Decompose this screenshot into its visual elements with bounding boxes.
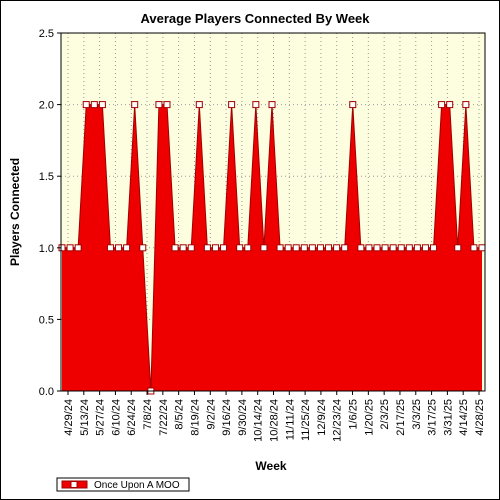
y-axis: 0.0 0.5 1.0 1.5 2.0 2.5 <box>39 28 61 398</box>
x-tick-label: 8/5/24 <box>174 399 186 430</box>
data-point <box>171 244 179 252</box>
data-point <box>413 244 421 252</box>
data-point <box>284 244 292 252</box>
x-axis-title: Week <box>255 459 286 473</box>
x-tick-label: 10/28/24 <box>269 399 281 442</box>
data-point <box>325 244 333 252</box>
data-point <box>292 244 300 252</box>
data-point <box>381 244 389 252</box>
data-point <box>446 101 454 109</box>
data-point <box>74 244 82 252</box>
data-point <box>260 244 268 252</box>
data-point <box>98 101 106 109</box>
data-point <box>187 244 195 252</box>
data-point <box>389 244 397 252</box>
legend: Once Upon A MOO <box>56 477 190 492</box>
data-point <box>373 244 381 252</box>
x-axis: 4/29/24 5/13/24 5/27/24 6/10/24 6/24/24 7/8/2… <box>63 391 486 442</box>
data-point <box>131 101 139 109</box>
data-point <box>82 101 90 109</box>
x-tick-label: 11/25/24 <box>300 399 312 441</box>
data-point <box>90 101 98 109</box>
x-tick-label: 4/28/25 <box>474 399 486 436</box>
series-area <box>62 104 482 391</box>
data-point <box>268 101 276 109</box>
data-point <box>155 101 163 109</box>
x-tick-label: 5/13/24 <box>79 399 91 436</box>
data-point <box>115 244 123 252</box>
data-point <box>454 244 462 252</box>
data-point <box>397 244 405 252</box>
x-tick-label: 5/27/24 <box>95 399 107 436</box>
x-tick-label: 9/30/24 <box>237 399 249 436</box>
data-point <box>333 244 341 252</box>
data-point <box>405 244 413 252</box>
x-tick-label: 12/23/24 <box>332 399 344 442</box>
y-tick-label: 2.5 <box>39 28 54 40</box>
data-point <box>300 244 308 252</box>
data-point <box>421 244 429 252</box>
series-once-upon-a-moo <box>58 101 486 395</box>
y-tick-label: 1.0 <box>39 243 54 255</box>
x-tick-label: 9/16/24 <box>221 399 233 436</box>
legend-label: Once Upon A MOO <box>94 480 180 491</box>
x-tick-label: 3/3/25 <box>411 399 423 430</box>
x-tick-label: 2/17/25 <box>395 399 407 436</box>
data-point <box>211 244 219 252</box>
data-point <box>365 244 373 252</box>
x-tick-label: 3/31/25 <box>442 399 454 436</box>
data-point <box>438 101 446 109</box>
data-point <box>228 101 236 109</box>
x-tick-label: 1/6/25 <box>348 399 360 430</box>
x-tick-label: 4/29/24 <box>63 399 75 436</box>
data-point <box>316 244 324 252</box>
x-tick-label: 1/20/25 <box>363 399 375 436</box>
data-point <box>430 244 438 252</box>
x-tick-label: 10/14/24 <box>253 399 265 442</box>
x-tick-label: 2/3/25 <box>379 399 391 430</box>
data-point <box>276 244 284 252</box>
chart-title: Average Players Connected By Week <box>140 11 370 26</box>
x-tick-label: 8/19/24 <box>189 399 201 436</box>
data-point <box>349 101 357 109</box>
data-point <box>244 244 252 252</box>
x-tick-label: 3/17/25 <box>427 399 439 436</box>
x-tick-label: 9/2/24 <box>205 399 217 430</box>
x-tick-label: 4/14/25 <box>458 399 470 436</box>
legend-box <box>56 477 190 492</box>
y-tick-label: 0.5 <box>39 314 54 326</box>
x-tick-label: 6/10/24 <box>110 399 122 436</box>
x-tick-label: 7/22/24 <box>158 399 170 436</box>
data-point <box>220 244 228 252</box>
data-point <box>470 244 478 252</box>
data-point <box>357 244 365 252</box>
y-tick-label: 1.5 <box>39 171 54 183</box>
data-point <box>179 244 187 252</box>
data-point <box>341 244 349 252</box>
data-point <box>308 244 316 252</box>
data-point <box>163 101 171 109</box>
data-point <box>236 244 244 252</box>
data-point <box>462 101 470 109</box>
data-point <box>139 244 147 252</box>
data-point <box>195 101 203 109</box>
y-axis-title: Players Connected <box>8 158 22 266</box>
x-tick-label: 12/9/24 <box>316 399 328 436</box>
data-point <box>478 244 486 252</box>
y-tick-label: 2.0 <box>39 100 54 112</box>
data-point <box>252 101 260 109</box>
x-tick-label: 6/24/24 <box>126 399 138 436</box>
y-tick-label: 0.0 <box>39 386 54 398</box>
data-point <box>106 244 114 252</box>
x-tick-label: 7/8/24 <box>142 399 154 430</box>
x-tick-label: 11/11/24 <box>284 399 296 440</box>
legend-marker <box>70 481 78 488</box>
data-point <box>203 244 211 252</box>
data-point <box>123 244 131 252</box>
data-point <box>66 244 74 252</box>
